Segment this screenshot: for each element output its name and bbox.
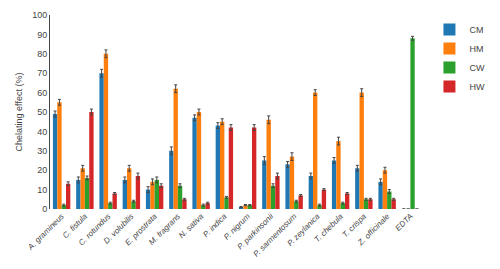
- svg-text:P. sarmentosum: P. sarmentosum: [252, 212, 299, 259]
- svg-text:EDTA: EDTA: [394, 212, 415, 233]
- svg-text:80: 80: [37, 49, 47, 59]
- svg-text:90: 90: [37, 30, 47, 40]
- svg-text:10: 10: [37, 185, 47, 195]
- svg-text:Z. officinale: Z. officinale: [355, 211, 391, 247]
- svg-text:M. fragrans: M. fragrans: [147, 212, 182, 247]
- svg-text:E. prostrata: E. prostrata: [123, 211, 159, 247]
- svg-text:T. chebula: T. chebula: [313, 211, 346, 244]
- svg-text:P. parkinsonii: P. parkinsonii: [236, 212, 276, 252]
- svg-text:T. crispa: T. crispa: [341, 211, 369, 239]
- svg-text:A. gramineus: A. gramineus: [25, 212, 65, 252]
- svg-text:50: 50: [37, 107, 47, 117]
- svg-text:C. fistula: C. fistula: [61, 211, 90, 240]
- svg-text:20: 20: [37, 165, 47, 175]
- svg-text:60: 60: [37, 88, 47, 98]
- svg-text:HW: HW: [469, 82, 484, 92]
- svg-text:P. indica: P. indica: [201, 211, 229, 239]
- svg-text:0: 0: [42, 204, 47, 214]
- svg-text:CM: CM: [469, 25, 483, 35]
- svg-text:C. rotundus: C. rotundus: [77, 212, 113, 248]
- svg-text:P. zeylanica: P. zeylanica: [285, 211, 322, 248]
- svg-text:CW: CW: [469, 63, 484, 73]
- svg-text:D. volubilis: D. volubilis: [102, 212, 136, 246]
- svg-text:100: 100: [32, 10, 47, 20]
- svg-text:P. nigrum: P. nigrum: [222, 212, 252, 242]
- svg-text:70: 70: [37, 68, 47, 78]
- svg-text:HM: HM: [469, 44, 483, 54]
- svg-text:Chelating effect (%): Chelating effect (%): [14, 73, 24, 152]
- svg-text:N. sativa: N. sativa: [177, 211, 206, 240]
- svg-text:30: 30: [37, 146, 47, 156]
- svg-text:40: 40: [37, 127, 47, 137]
